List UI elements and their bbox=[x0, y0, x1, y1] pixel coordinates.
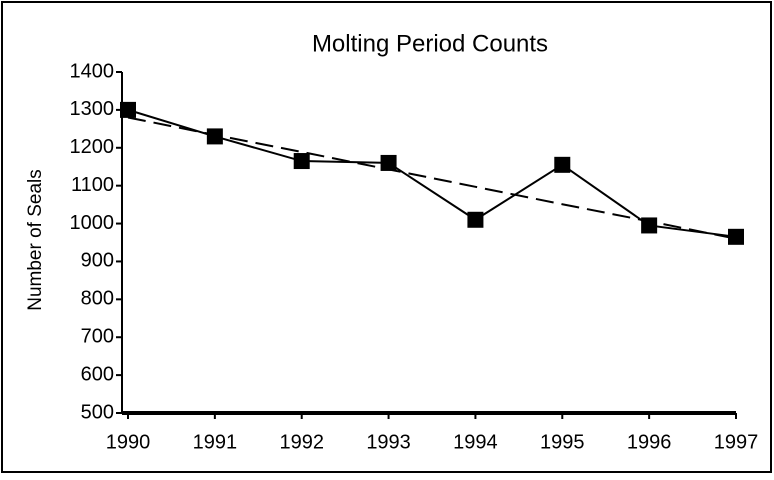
marker bbox=[380, 154, 397, 171]
x-tick-label: 1992 bbox=[279, 431, 324, 453]
y-tick-label: 1300 bbox=[70, 98, 115, 120]
x-tick-label: 1991 bbox=[193, 431, 238, 453]
chart-frame bbox=[1, 1, 772, 473]
y-tick-label: 1000 bbox=[70, 212, 115, 234]
x-tick-label: 1995 bbox=[540, 431, 585, 453]
x-tick-label: 1990 bbox=[106, 431, 151, 453]
y-tick-label: 900 bbox=[81, 250, 114, 272]
marker bbox=[293, 153, 310, 170]
y-tick-label: 1200 bbox=[70, 136, 115, 158]
y-tick-label: 700 bbox=[81, 326, 114, 348]
data-line bbox=[127, 108, 737, 238]
marker bbox=[467, 211, 484, 228]
chart-title: Molting Period Counts bbox=[312, 30, 548, 57]
y-tick-label: 800 bbox=[81, 288, 114, 310]
y-tick-label: 1100 bbox=[71, 174, 114, 196]
marker bbox=[206, 128, 223, 145]
x-tick-label: 1994 bbox=[453, 431, 498, 453]
marker bbox=[728, 228, 744, 245]
y-axis-label: Number of Seals bbox=[25, 169, 46, 311]
x-tick-label: 1997 bbox=[714, 431, 759, 453]
marker bbox=[554, 156, 571, 173]
x-tick-label: 1993 bbox=[366, 431, 411, 453]
y-tick-label: 600 bbox=[81, 363, 114, 385]
y-tick-label: 500 bbox=[81, 401, 114, 423]
marker bbox=[120, 101, 136, 118]
x-tick-label: 1996 bbox=[627, 431, 672, 453]
y-tick-label: 1400 bbox=[70, 60, 115, 82]
